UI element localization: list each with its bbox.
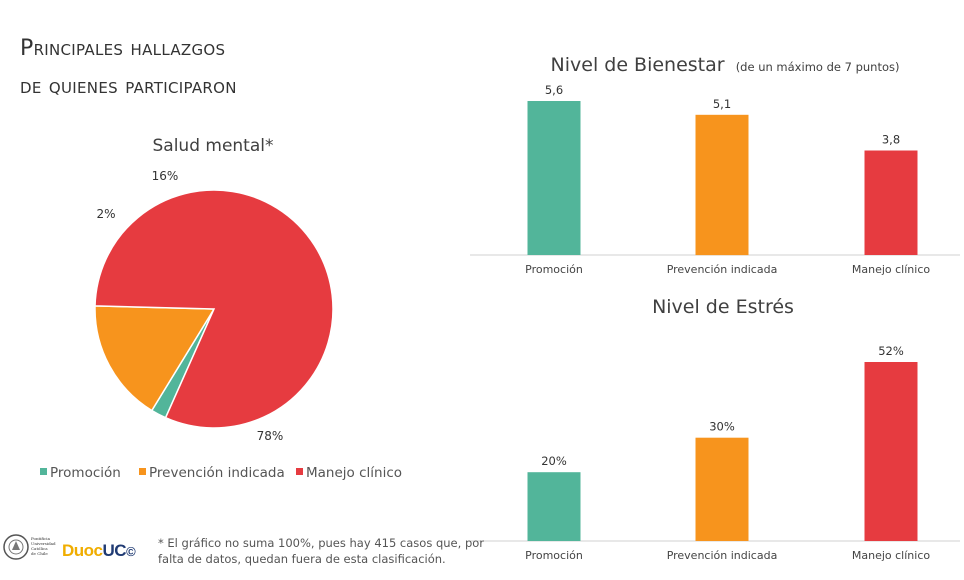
duoc-mark-icon: © [126, 544, 136, 559]
legend-swatch-promocion [40, 468, 47, 475]
bienestar-bar-promocion [527, 101, 581, 255]
pie-chart-title: Salud mental* [152, 136, 273, 156]
estres-category-label-promocion: Promoción [525, 549, 583, 562]
slide-title-line-1: Principales hallazgos [20, 36, 226, 61]
estres-category-label-manejo-clinico: Manejo clínico [852, 549, 930, 562]
bienestar-value-label-prevencion-indicada: 5,1 [713, 97, 731, 111]
bienestar-title-main: Nivel de Bienestar [551, 54, 725, 76]
estres-bar-prevencion-indicada [695, 437, 749, 541]
estres-value-label-manejo-clinico: 52% [878, 344, 904, 358]
pie-labels: 2% 16% 78% [96, 169, 283, 443]
legend-swatch-manejo-clinico [296, 468, 303, 475]
duoc-logo-text: Duoc [62, 541, 103, 560]
slide-title-line-2: de quienes participaron [20, 74, 237, 99]
pie-slice-manejo-clinico [94, 189, 334, 429]
bar-chart-estres: Nivel de Estrés 20% Promoción 30% Prevenció… [470, 296, 960, 562]
uc-logo: Pontificia Universidad Católica de Chile [3, 534, 56, 560]
pie-chart-salud-mental: Salud mental* 2% 16% 78% Promoción Prevenci… [40, 136, 402, 481]
duoc-uc-logo: DuocUC© [62, 541, 136, 561]
legend-swatch-prevencion-indicada [139, 468, 146, 475]
bienestar-category-label-promocion: Promoción [525, 263, 583, 276]
legend-label-manejo-clinico: Manejo clínico [306, 465, 402, 481]
bienestar-title: Nivel de Bienestar (de un máximo de 7 pu… [551, 54, 900, 76]
bienestar-value-label-manejo-clinico: 3,8 [882, 133, 900, 147]
estres-category-label-prevencion-indicada: Prevención indicada [667, 549, 778, 562]
uc-seal-icon [3, 534, 29, 560]
estres-bars: 20% Promoción 30% Prevención indicada 52% Man… [525, 344, 930, 562]
legend-label-promocion: Promoción [50, 465, 121, 481]
legend-label-prevencion-indicada: Prevención indicada [149, 465, 285, 481]
pie-label-manejo-clinico: 78% [257, 429, 284, 443]
legend-item-prevencion-indicada: Prevención indicada [139, 465, 285, 481]
pie-label-promocion: 2% [96, 207, 115, 221]
pie-label-prevencion-indicada: 16% [152, 169, 179, 183]
legend-item-promocion: Promoción [40, 465, 121, 481]
pie-slice-prevencion-indicada [94, 305, 216, 412]
estres-bar-manejo-clinico [864, 362, 918, 541]
bar-chart-bienestar: Nivel de Bienestar (de un máximo de 7 pu… [470, 54, 960, 276]
bienestar-title-subtitle: (de un máximo de 7 puntos) [736, 60, 900, 74]
footnote: * El gráfico no suma 100%, pues hay 415 … [158, 536, 485, 566]
estres-value-label-promocion: 20% [541, 454, 567, 468]
bienestar-bar-prevencion-indicada [695, 114, 749, 256]
estres-value-label-prevencion-indicada: 30% [709, 420, 735, 434]
bienestar-bars: 5,6 Promoción 5,1 Prevención indicada 3,8 Man… [525, 83, 930, 276]
uc-logo-text: Pontificia Universidad Católica de Chile [31, 536, 56, 556]
bienestar-category-label-prevencion-indicada: Prevención indicada [667, 263, 778, 276]
legend-item-manejo-clinico: Manejo clínico [296, 465, 402, 481]
slide-title: Principales hallazgos de quienes partici… [20, 30, 237, 106]
pie-legend: Promoción Prevención indicada Manejo clíni… [40, 465, 402, 481]
bienestar-bar-manejo-clinico [864, 150, 918, 255]
estres-title: Nivel de Estrés [652, 296, 794, 318]
estres-bar-promocion [527, 472, 581, 541]
pie-slices [94, 189, 334, 429]
bienestar-category-label-manejo-clinico: Manejo clínico [852, 263, 930, 276]
bienestar-value-label-promocion: 5,6 [545, 83, 563, 97]
uc-logo-letters: UC [102, 541, 127, 560]
